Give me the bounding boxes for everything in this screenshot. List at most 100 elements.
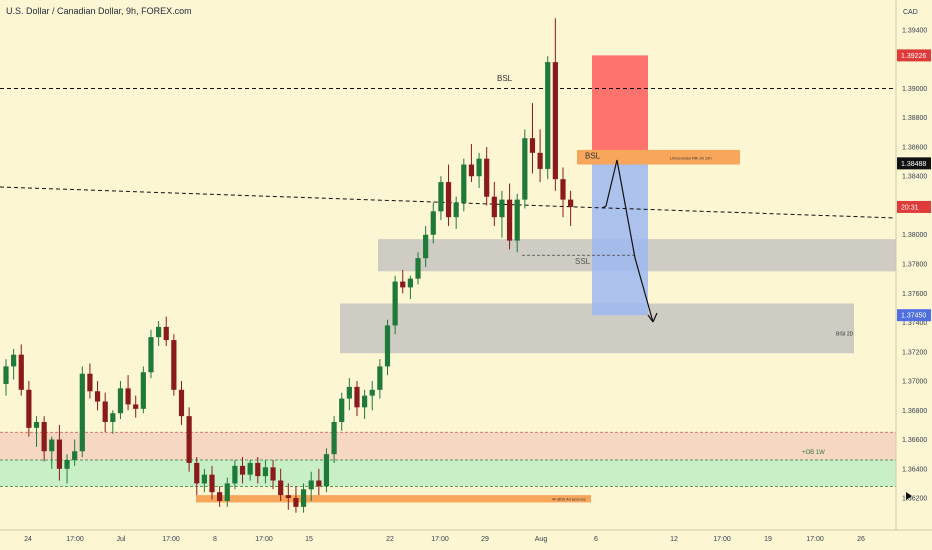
y-tick-label: 1.37200 bbox=[902, 349, 927, 356]
candle-body bbox=[209, 474, 215, 493]
candle-body bbox=[255, 462, 261, 477]
orange-bar-label-1: Unrecorded Rth 9h 10h bbox=[670, 155, 712, 160]
candle-body bbox=[362, 395, 368, 408]
y-tick-label: 1.37600 bbox=[902, 291, 927, 298]
candle-body bbox=[384, 325, 391, 367]
candle-body bbox=[26, 389, 32, 428]
y-tick-label: 1.37000 bbox=[902, 379, 927, 386]
price-tag-label: 20:31 bbox=[901, 204, 919, 211]
ssl-label: SSL bbox=[575, 257, 591, 266]
price-tag bbox=[897, 157, 931, 170]
candle-body bbox=[94, 391, 101, 402]
candle-body bbox=[484, 158, 490, 197]
candle-body bbox=[270, 467, 276, 481]
bsl-label-top: BSL bbox=[497, 74, 513, 83]
candle-body bbox=[339, 398, 345, 422]
y-tick-label: 1.37400 bbox=[902, 320, 927, 327]
y-tick-label: 1.38400 bbox=[902, 174, 927, 181]
candle-body bbox=[331, 421, 337, 455]
candle-body bbox=[18, 354, 24, 390]
price-tag bbox=[897, 309, 931, 322]
candle-body bbox=[445, 182, 452, 218]
candle-body bbox=[56, 439, 63, 469]
y-tick-label: 1.36600 bbox=[902, 437, 927, 444]
candle-body bbox=[239, 465, 246, 475]
candle-body bbox=[133, 404, 139, 409]
candle-body bbox=[125, 388, 131, 405]
candle-body bbox=[140, 372, 146, 409]
candle-body bbox=[262, 467, 269, 477]
y-tick-label: 1.37800 bbox=[902, 262, 927, 269]
candle-body bbox=[377, 366, 383, 390]
candle-body bbox=[316, 480, 322, 487]
zone-layer bbox=[0, 55, 896, 503]
candle-body bbox=[79, 373, 85, 452]
candle-body bbox=[461, 164, 467, 203]
candle-body bbox=[178, 389, 185, 417]
price-tag-label: 1.38488 bbox=[901, 161, 926, 168]
candle-body bbox=[224, 483, 230, 501]
candle-body bbox=[102, 401, 108, 422]
candle-body bbox=[33, 421, 40, 428]
lower-orange-bar bbox=[196, 495, 591, 503]
candle-body bbox=[423, 234, 429, 259]
candle-body bbox=[293, 498, 299, 507]
y-tick-label: 1.36400 bbox=[902, 466, 927, 473]
x-tick-label: 8 bbox=[213, 536, 217, 543]
price-tag bbox=[897, 200, 931, 213]
candle-body bbox=[522, 138, 528, 200]
price-tag-label: 1.37450 bbox=[901, 313, 926, 320]
candle-body bbox=[110, 413, 116, 422]
overlay-layer: BSL BSL SSL +OB 1W BISI 2D Unrecorded Rth 9h … bbox=[497, 74, 854, 501]
candle-body bbox=[308, 480, 314, 490]
candle-body bbox=[72, 451, 78, 461]
candle-body bbox=[194, 462, 200, 484]
candle-body bbox=[148, 337, 154, 373]
candle-body bbox=[552, 62, 558, 180]
y-tick-label: 1.39400 bbox=[902, 27, 927, 34]
chart-title: U.S. Dollar / Canadian Dollar, 9h, FOREX… bbox=[6, 6, 192, 16]
x-tick-label: 15 bbox=[305, 536, 313, 543]
candle-body bbox=[369, 389, 375, 396]
candle-body bbox=[247, 462, 253, 475]
y-tick-label: 1.39000 bbox=[902, 86, 927, 93]
x-tick-label: 17:00 bbox=[431, 536, 449, 543]
candle-body bbox=[201, 474, 207, 484]
candle-body bbox=[453, 202, 459, 218]
bsl-label-mid: BSL bbox=[585, 152, 601, 161]
candle-body bbox=[49, 439, 55, 452]
y-tick-label: 1.38000 bbox=[902, 232, 927, 239]
ob-zone-upper bbox=[0, 432, 896, 461]
x-tick-label: 17:00 bbox=[255, 536, 273, 543]
candle-body bbox=[415, 258, 421, 279]
candle-body bbox=[545, 62, 551, 169]
candle-body bbox=[354, 386, 360, 408]
candle-body bbox=[491, 196, 497, 218]
x-tick-label: 17:00 bbox=[713, 536, 731, 543]
x-tick-label: 12 bbox=[670, 536, 678, 543]
ob-1w-zone bbox=[0, 460, 896, 487]
unrecorded-orange-bar bbox=[577, 149, 740, 165]
candle-body bbox=[468, 164, 475, 177]
y-tick-label: 1.36200 bbox=[902, 496, 927, 503]
candle-body bbox=[300, 489, 307, 507]
candle-body bbox=[186, 416, 192, 463]
price-tag-label: 1.39226 bbox=[901, 53, 926, 60]
candle-body bbox=[171, 340, 177, 390]
candle-body bbox=[278, 480, 284, 496]
scroll-right-icon[interactable] bbox=[906, 492, 912, 500]
candle-body bbox=[529, 138, 536, 153]
y-tick-label: 1.36800 bbox=[902, 408, 927, 415]
currency-label: CAD bbox=[903, 9, 918, 16]
candle-body bbox=[285, 495, 291, 499]
x-tick-label: 19 bbox=[764, 536, 772, 543]
bisi-2d-label: BISI 2D bbox=[836, 332, 854, 338]
candle-body bbox=[41, 421, 47, 452]
candle-body bbox=[438, 182, 444, 212]
candle-body bbox=[11, 354, 17, 367]
candle-body bbox=[163, 326, 169, 341]
orange-bar-label-2: 4h BISI 4d accross bbox=[552, 496, 586, 501]
x-tick-label: 22 bbox=[386, 536, 394, 543]
